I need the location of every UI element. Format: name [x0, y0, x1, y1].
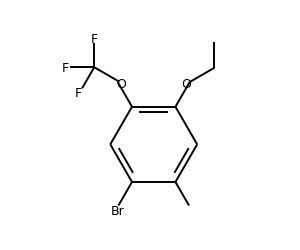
- Text: F: F: [91, 33, 98, 46]
- Text: F: F: [75, 86, 82, 99]
- Text: F: F: [62, 62, 69, 74]
- Text: O: O: [116, 77, 126, 90]
- Text: O: O: [181, 77, 191, 90]
- Text: Br: Br: [111, 204, 125, 218]
